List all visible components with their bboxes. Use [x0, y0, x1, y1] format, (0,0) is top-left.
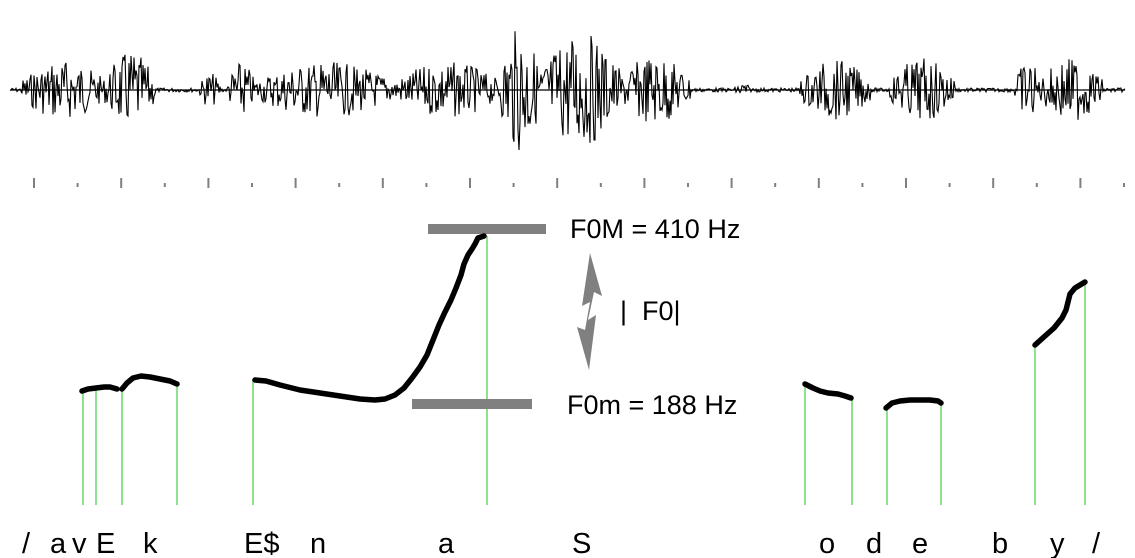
phoneme-label: E$ [244, 528, 279, 558]
phoneme-label: E [96, 528, 115, 558]
time-tick [817, 178, 820, 188]
phoneme-label: S [572, 528, 591, 558]
time-tick [76, 183, 79, 187]
time-tick [774, 183, 777, 187]
delta-f0-arrow-icon [577, 253, 602, 370]
time-tick [905, 178, 907, 188]
phoneme-label: o [819, 528, 835, 558]
phoneme-label: y [1050, 528, 1065, 558]
phoneme-label: e [912, 528, 928, 558]
f0-segment-3 [252, 233, 487, 403]
waveform [9, 31, 1126, 151]
phoneme-label: n [310, 528, 326, 558]
f0-segment-5 [883, 397, 944, 411]
f0-max-label: F0M = 410 Hz [570, 214, 740, 244]
time-tick [251, 183, 253, 187]
f0-segment-1 [79, 384, 120, 394]
time-tick [1079, 178, 1082, 188]
f0-segment-6 [1032, 279, 1088, 348]
time-tick [33, 178, 35, 188]
phoneme-label: / [1092, 528, 1101, 558]
delta-f0-label: | F0| [620, 296, 681, 326]
time-tick [599, 183, 602, 187]
phoneme-label: / [22, 528, 31, 558]
phoneme-label: k [143, 528, 158, 558]
time-tick [861, 183, 864, 187]
time-tick [687, 183, 689, 187]
time-tick [643, 178, 646, 188]
time-ticks [33, 178, 1125, 188]
waveform-trace [9, 31, 1126, 151]
f0-contour [79, 233, 1088, 411]
segment-boundaries [82, 236, 1086, 505]
phoneme-label: a [50, 528, 67, 558]
time-tick [556, 178, 559, 188]
time-tick [294, 178, 297, 188]
f0-min-label: F0m = 188 Hz [567, 390, 737, 420]
phoneme-label: b [992, 528, 1008, 558]
time-tick [425, 183, 428, 187]
f0-min-bar [412, 399, 532, 409]
time-tick [163, 183, 166, 187]
time-tick [207, 178, 210, 188]
time-tick [120, 178, 123, 188]
time-tick [730, 178, 733, 188]
time-tick [512, 183, 515, 187]
time-tick [338, 183, 341, 187]
time-tick [992, 178, 995, 188]
phoneme-label: v [72, 528, 87, 558]
time-tick [381, 178, 384, 188]
f0-max-bar [428, 224, 546, 234]
time-tick [948, 183, 951, 187]
time-tick [1035, 183, 1038, 187]
phoneme-label: d [866, 528, 882, 558]
time-tick [469, 178, 471, 188]
f0-segment-4 [802, 381, 854, 401]
phoneme-label: a [438, 528, 455, 558]
time-tick [1123, 183, 1125, 187]
f0-segment-2 [119, 373, 180, 392]
